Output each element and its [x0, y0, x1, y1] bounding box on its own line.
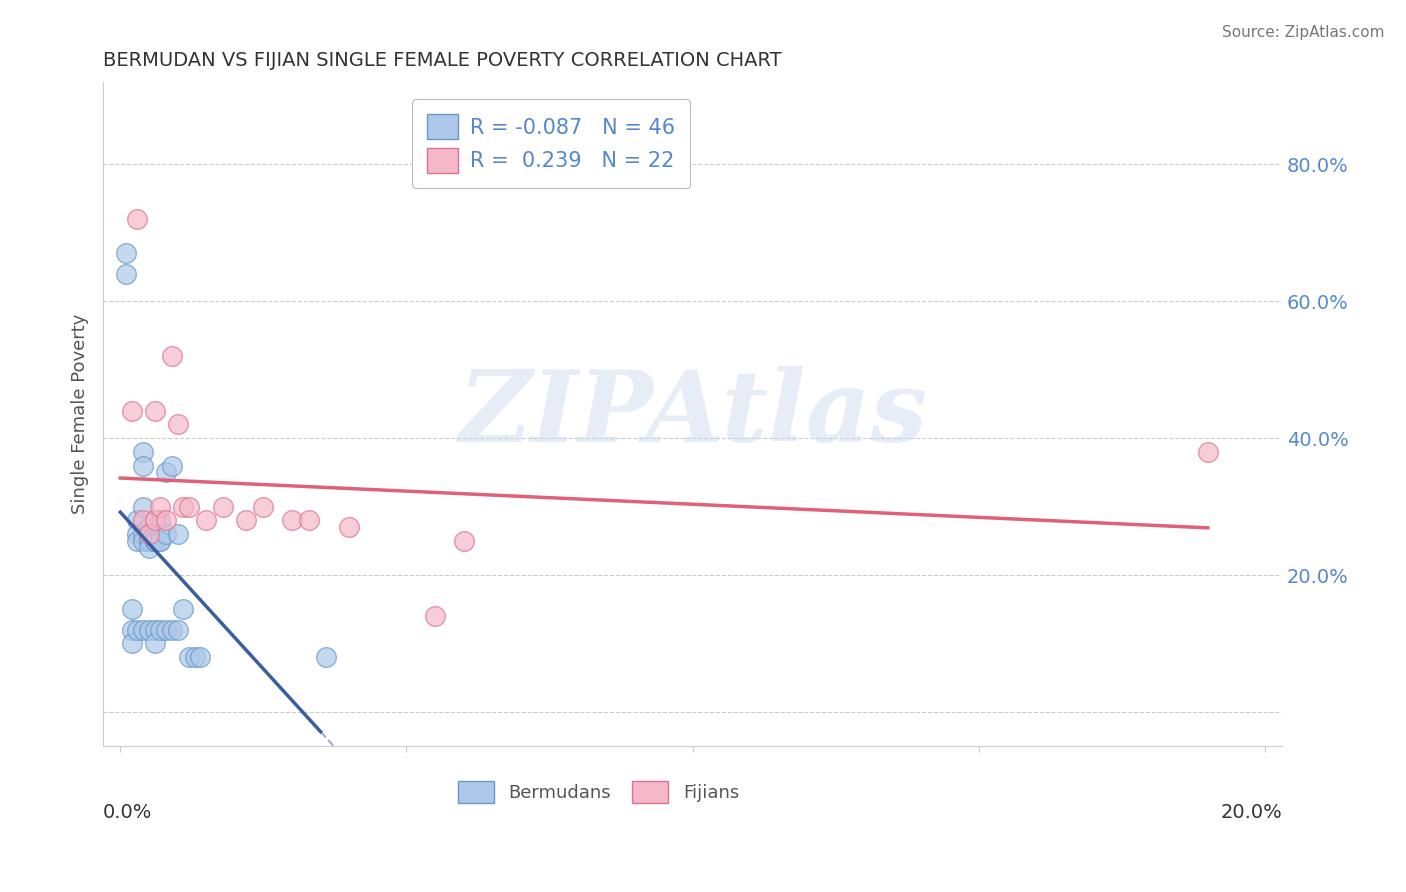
Point [132, 445, 155, 459]
Point [155, 527, 177, 541]
Point [132, 500, 155, 514]
Point [132, 513, 155, 527]
Point [127, 212, 149, 227]
Point [149, 533, 172, 548]
Point [138, 527, 160, 541]
Point [143, 404, 166, 418]
Point [138, 527, 160, 541]
Point [1197, 445, 1219, 459]
Point [166, 623, 188, 637]
Point [155, 623, 177, 637]
Text: 20.0%: 20.0% [1220, 803, 1282, 822]
Point [121, 404, 143, 418]
Point [183, 650, 205, 665]
Point [315, 650, 337, 665]
Point [149, 513, 172, 527]
Point [143, 636, 166, 650]
Point [121, 636, 143, 650]
Point [281, 513, 304, 527]
Point [143, 513, 166, 527]
Point [149, 500, 172, 514]
Point [172, 500, 194, 514]
Point [149, 527, 172, 541]
Point [166, 417, 188, 432]
Point [121, 623, 143, 637]
Point [143, 533, 166, 548]
Legend: Bermudans, Fijians: Bermudans, Fijians [450, 773, 747, 810]
Point [115, 267, 138, 281]
Point [298, 513, 321, 527]
Point [235, 513, 257, 527]
Point [160, 349, 183, 363]
Point [138, 520, 160, 534]
Point [143, 513, 166, 527]
Point [138, 623, 160, 637]
Point [127, 527, 149, 541]
Point [143, 533, 166, 548]
Text: 0.0%: 0.0% [103, 803, 152, 822]
Point [127, 533, 149, 548]
Point [252, 500, 274, 514]
Point [423, 609, 446, 624]
Point [149, 533, 172, 548]
Point [143, 623, 166, 637]
Point [138, 527, 160, 541]
Point [166, 527, 188, 541]
Point [155, 513, 177, 527]
Point [138, 533, 160, 548]
Point [172, 602, 194, 616]
Point [132, 623, 155, 637]
Point [212, 500, 235, 514]
Point [160, 458, 183, 473]
Point [143, 527, 166, 541]
Point [132, 527, 155, 541]
Point [138, 533, 160, 548]
Y-axis label: Single Female Poverty: Single Female Poverty [72, 314, 89, 515]
Point [177, 500, 200, 514]
Point [143, 533, 166, 548]
Point [453, 533, 475, 548]
Point [138, 541, 160, 555]
Point [132, 458, 155, 473]
Point [149, 623, 172, 637]
Point [337, 520, 360, 534]
Text: BERMUDAN VS FIJIAN SINGLE FEMALE POVERTY CORRELATION CHART: BERMUDAN VS FIJIAN SINGLE FEMALE POVERTY… [103, 51, 782, 70]
Point [121, 602, 143, 616]
Point [160, 623, 183, 637]
Text: ZIPAtlas: ZIPAtlas [458, 366, 927, 462]
Point [127, 513, 149, 527]
Point [195, 513, 218, 527]
Point [132, 533, 155, 548]
Text: Source: ZipAtlas.com: Source: ZipAtlas.com [1222, 25, 1385, 40]
Point [115, 246, 138, 260]
Point [190, 650, 212, 665]
Point [127, 623, 149, 637]
Point [177, 650, 200, 665]
Point [155, 466, 177, 480]
